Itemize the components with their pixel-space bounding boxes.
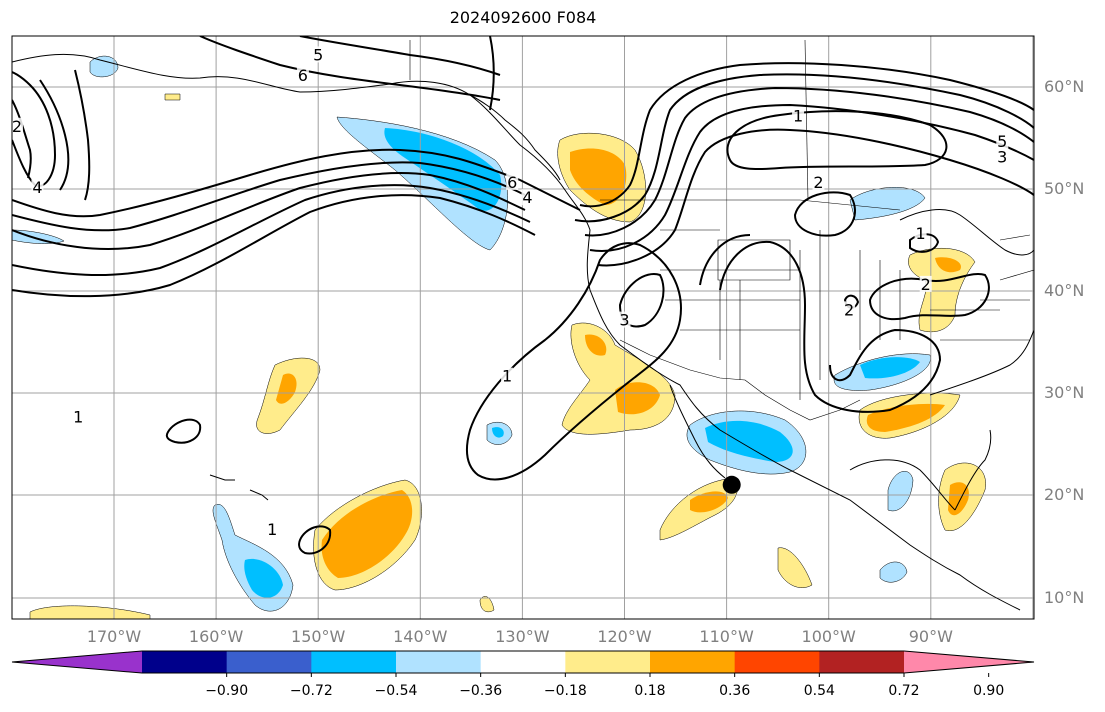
colorbar-segment	[227, 651, 312, 673]
colorbar-tick-label: −0.90	[205, 683, 248, 699]
colorbar-segment	[735, 651, 820, 673]
contour-label: 5	[313, 45, 323, 64]
colorbar-segment	[396, 651, 481, 673]
contour-label: 2	[12, 117, 22, 136]
colorbar-extend-min	[12, 651, 142, 673]
storm-center-marker	[723, 476, 741, 494]
colorbar-tick-label: 0.54	[804, 683, 835, 699]
colorbar-segment	[481, 651, 566, 673]
contour-label: 4	[32, 178, 42, 197]
contour-label: 2	[921, 275, 931, 294]
colorbar-tick-label: 0.72	[888, 683, 919, 699]
latitude-label: 50°N	[1044, 179, 1084, 198]
contour-label: 1	[915, 224, 925, 243]
longitude-label: 150°W	[291, 627, 345, 646]
latitude-label: 60°N	[1044, 77, 1084, 96]
colorbar-tick-label: −0.18	[544, 683, 587, 699]
longitude-label: 100°W	[802, 627, 856, 646]
latitude-label: 10°N	[1044, 588, 1084, 607]
colorbar-tick-label: 0.18	[634, 683, 665, 699]
contour-label: 3	[997, 147, 1007, 166]
colorbar-extend-max	[904, 651, 1034, 673]
colorbar-segment	[565, 651, 650, 673]
longitude-label: 140°W	[393, 627, 447, 646]
contour-label: 2	[844, 300, 854, 319]
longitude-label: 90°W	[909, 627, 953, 646]
contour-label: 1	[502, 367, 512, 386]
colorbar-tick-label: 0.36	[719, 683, 750, 699]
contour-label: 2	[813, 173, 823, 192]
colorbar-tick-label: 0.90	[973, 683, 1004, 699]
colorbar-segment	[650, 651, 735, 673]
latitude-label: 20°N	[1044, 485, 1084, 504]
contour-label: 3	[619, 311, 629, 330]
colorbar-tick-label: −0.54	[375, 683, 418, 699]
contour-label: 4	[522, 188, 532, 207]
positive-anomaly-region	[165, 94, 180, 100]
contour-label: 6	[298, 66, 308, 85]
contour-label: 1	[793, 107, 803, 126]
longitude-label: 170°W	[87, 627, 141, 646]
contour-label: 1	[267, 520, 277, 539]
longitude-label: 120°W	[597, 627, 651, 646]
contour-label: 6	[507, 173, 517, 192]
longitude-label: 160°W	[189, 627, 243, 646]
contour-label: 1	[73, 408, 83, 427]
longitude-label: 110°W	[699, 627, 753, 646]
colorbar-segment	[819, 651, 904, 673]
colorbar	[12, 651, 1034, 677]
colorbar-tick-label: −0.72	[290, 683, 333, 699]
longitude-label: 130°W	[495, 627, 549, 646]
colorbar-segment	[142, 651, 227, 673]
latitude-label: 30°N	[1044, 383, 1084, 402]
colorbar-segment	[311, 651, 396, 673]
latitude-label: 40°N	[1044, 281, 1084, 300]
figure: 2024092600 F084	[0, 0, 1105, 712]
map-panel: 5624 6415321223111	[0, 0, 1105, 712]
colorbar-tick-label: −0.36	[459, 683, 502, 699]
